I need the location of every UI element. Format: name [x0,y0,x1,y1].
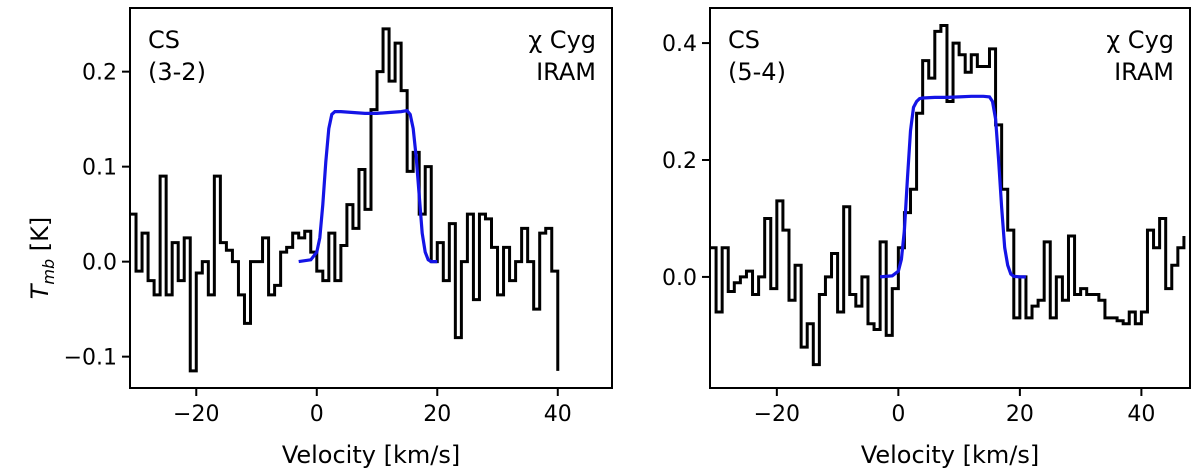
left-y-tick-label: −0.1 [64,346,117,371]
right-molecule-label: CS [728,26,760,54]
right-x-axis-label: Velocity [km/s] [861,441,1039,469]
right-star-label: χ Cyg [1106,26,1174,54]
left-transition-label: (3-2) [148,58,206,86]
left-series-spectrum [130,27,560,373]
left-y-tick-label: 0.2 [82,61,117,86]
right-y-tick-label: 0.4 [662,32,697,57]
right-plot-area [710,24,1186,367]
y-axis-label: Tmb [K] [26,217,58,300]
left-x-tick-label: 0 [310,402,324,427]
left-x-axis-label: Velocity [km/s] [282,441,460,469]
left-axes: −20 0 20 40 −0.1 0.0 0.1 0.2 [64,61,572,427]
left-x-tick-label: −20 [173,402,219,427]
left-y-tick-label: 0.0 [82,251,117,276]
right-axes-frame [709,7,1191,389]
right-x-tick-label: 0 [891,402,905,427]
right-x-tick-label: 40 [1127,402,1155,427]
right-x-tick-label: −20 [754,402,800,427]
right-panel-cs-5-4: −20 0 20 40 0.0 0.2 0.4 CS (5-4) χ Cyg IRAM Ve… [662,7,1191,469]
right-axes: −20 0 20 40 0.0 0.2 0.4 [662,32,1155,427]
left-molecule-label: CS [148,26,180,54]
right-y-tick-label: 0.0 [662,266,697,291]
left-y-tick-label: 0.1 [82,156,117,181]
right-series-fit [879,94,1026,279]
left-panel-cs-3-2: −20 0 20 40 −0.1 0.0 0.1 0.2 CS (3-2) χ Cyg IRA… [64,7,613,469]
right-series-spectrum [710,24,1186,367]
right-y-tick-label: 0.2 [662,149,697,174]
right-telescope-label: IRAM [1114,58,1174,86]
right-x-tick-label: 20 [1006,402,1034,427]
left-x-tick-label: 20 [423,402,451,427]
left-x-tick-label: 40 [544,402,572,427]
right-transition-label: (5-4) [728,58,786,86]
left-plot-area [130,27,560,373]
left-telescope-label: IRAM [536,58,596,86]
left-series-fit [298,108,438,264]
left-axes-frame [129,7,613,389]
left-star-label: χ Cyg [528,26,596,54]
